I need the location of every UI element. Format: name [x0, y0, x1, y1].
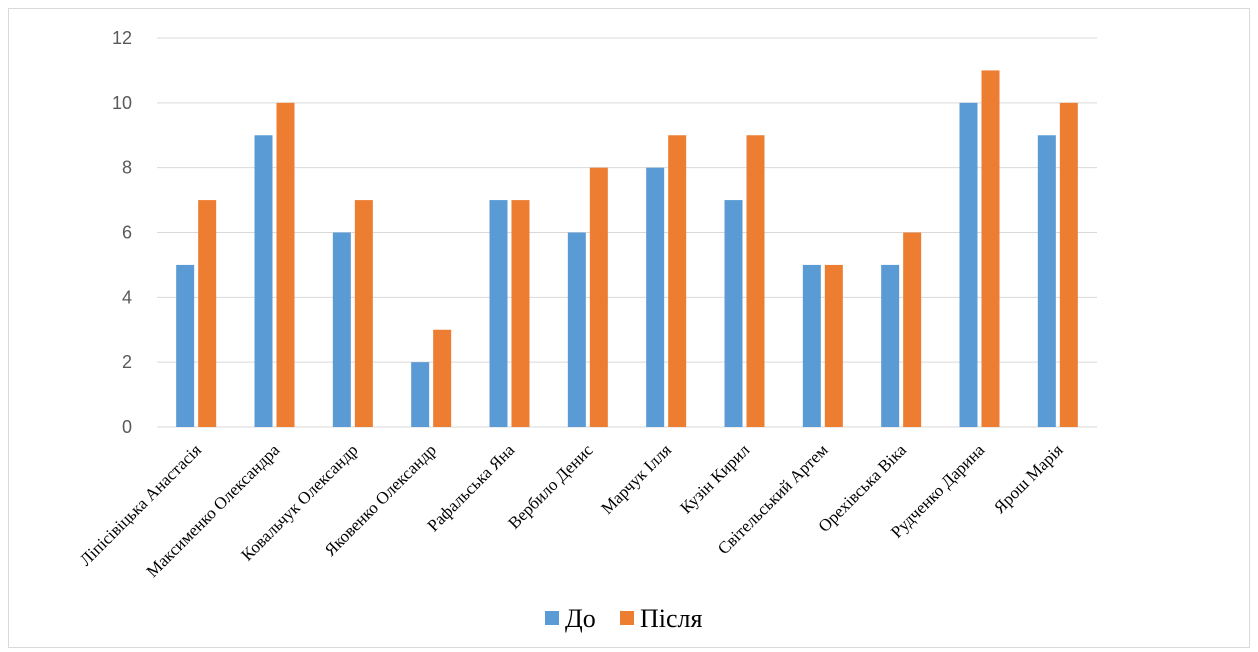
bar-after [1059, 102, 1078, 427]
bar-after [746, 135, 765, 427]
y-tick-label: 8 [122, 158, 132, 178]
bar-after [981, 70, 1000, 428]
legend: До Після [545, 604, 703, 633]
y-tick-label: 12 [112, 28, 132, 48]
bar-before [489, 200, 508, 427]
bar-before [646, 167, 665, 427]
bar-after [903, 232, 922, 427]
bar-after [198, 200, 217, 427]
bar-before [332, 232, 351, 427]
x-tick-label: Марчук Ілля [597, 440, 675, 518]
bar-before [1037, 135, 1056, 427]
bar-after [824, 264, 843, 427]
bars [176, 70, 1078, 428]
legend-swatch-after [620, 611, 634, 625]
bar-before [802, 264, 821, 427]
x-tick-label: Максименко Олександра [143, 440, 284, 581]
y-tick-label: 0 [122, 417, 132, 437]
y-tick-label: 10 [112, 93, 132, 113]
bar-before [881, 264, 900, 427]
bar-after [589, 167, 608, 427]
y-axis-ticks: 0 2 4 6 8 10 12 [112, 28, 132, 437]
x-tick-label: Вербило Денис [504, 440, 597, 533]
bar-after [511, 200, 530, 427]
x-tick-label: Кузін Кирил [676, 440, 753, 517]
bar-after [354, 200, 373, 427]
bar-before [411, 362, 430, 427]
y-tick-label: 6 [122, 223, 132, 243]
y-tick-label: 4 [122, 287, 132, 307]
bar-after [668, 135, 687, 427]
bar-before [567, 232, 586, 427]
bar-after [276, 102, 295, 427]
legend-label-before: До [565, 604, 596, 633]
legend-swatch-before [545, 611, 559, 625]
gridlines [157, 37, 1097, 428]
bar-before [254, 135, 273, 427]
bar-before [176, 264, 195, 427]
bar-after [433, 329, 452, 427]
x-tick-label: Ярош Марія [990, 440, 1067, 517]
bar-before [724, 200, 743, 427]
legend-label-after: Після [640, 604, 703, 633]
y-tick-label: 2 [122, 352, 132, 372]
bar-before [959, 102, 978, 427]
